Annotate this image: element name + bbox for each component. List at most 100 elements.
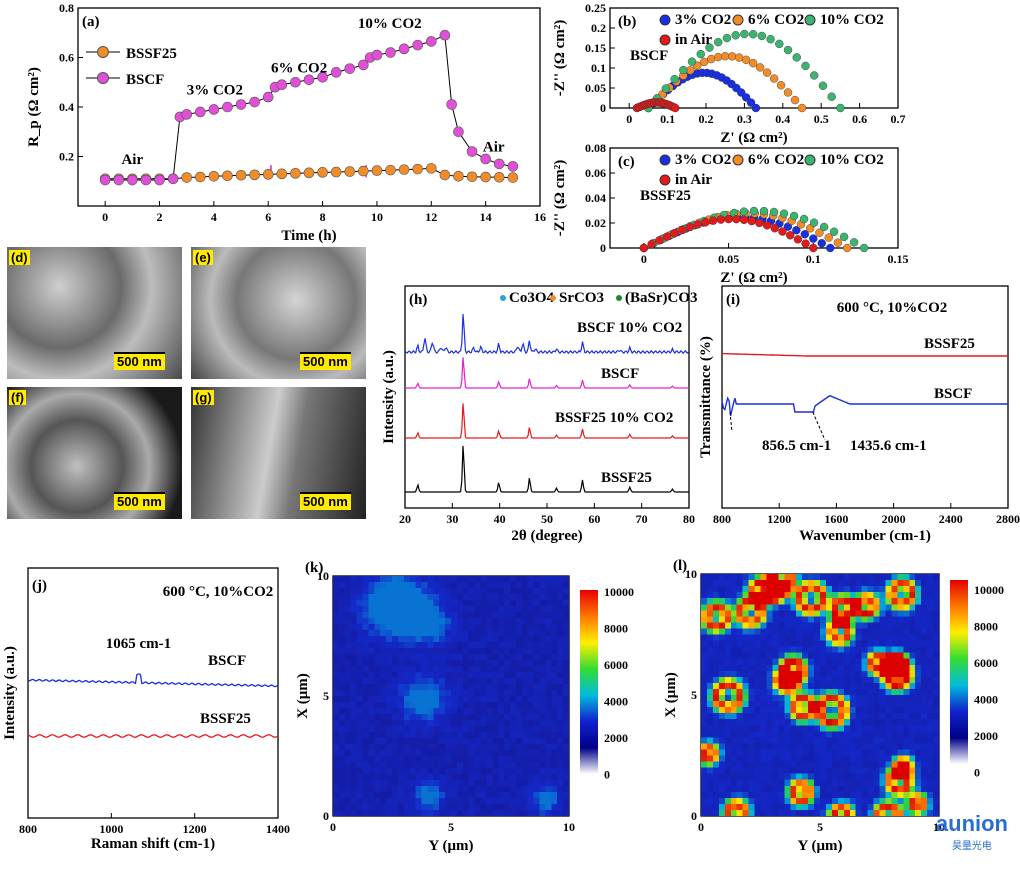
panel-b-x-tick-label: 0.6	[852, 112, 867, 126]
series-in Air-point	[678, 225, 687, 235]
panel-c-xlabel: Z' (Ω cm²)	[720, 270, 787, 286]
series-in Air-point	[724, 214, 733, 224]
legend-marker	[659, 14, 671, 26]
colorbar-tick: 10000	[974, 583, 1004, 597]
series-10% CO2-point	[775, 39, 784, 49]
panel-l-y-tick-label: 0	[691, 809, 697, 823]
series-BSCF-point	[398, 43, 410, 55]
series-in Air-point	[785, 231, 795, 240]
series-in Air-point	[662, 232, 672, 241]
panel-b-y-tick-label: 0	[600, 101, 606, 115]
series-6% CO2-point	[833, 238, 843, 247]
panel-j-x-tick-label: 1200	[183, 822, 207, 836]
series-in Air-point	[747, 216, 756, 226]
panel-i-frame	[721, 285, 1009, 509]
series-in Air-point	[685, 222, 695, 232]
panel-i-x-tick-label: 1600	[824, 512, 848, 526]
series-BSSF25-point	[208, 171, 220, 182]
series-3% CO2-point	[783, 222, 793, 231]
panel-j-frame	[27, 567, 279, 819]
legend-label: 3% CO2	[675, 12, 731, 28]
peak-marker	[812, 411, 826, 441]
ftir-trace-bssf25	[722, 352, 1008, 357]
series-10% CO2-point	[849, 238, 859, 247]
series-BSCF-point	[371, 49, 383, 61]
series-6% CO2-point	[707, 54, 716, 64]
panel-l-x-tick-label: 5	[817, 820, 823, 834]
series-BSSF25-point	[507, 172, 519, 183]
colorbar-k	[580, 590, 598, 774]
series-10% CO2-point	[799, 214, 809, 224]
panel-h-x-tick-label: 70	[636, 512, 648, 526]
series-BSSF25-point	[412, 163, 424, 175]
series-10% CO2-point	[839, 232, 849, 242]
series-6% CO2-point	[776, 81, 786, 90]
legend-marker	[659, 174, 671, 186]
series-BSCF-point	[276, 79, 288, 91]
panel-b-xlabel: Z' (Ω cm²)	[720, 130, 787, 146]
panel-b-y-tick-label: 0.2	[591, 21, 606, 35]
series-10% CO2-point	[789, 211, 799, 221]
series-3% CO2-point	[741, 93, 751, 102]
raman-map-k	[333, 576, 569, 816]
series-BSCF-point	[507, 161, 519, 172]
series-10% CO2-point	[749, 206, 759, 216]
series-in Air-point	[647, 239, 656, 249]
panel-a-y-tick-label: 0.4	[59, 100, 74, 114]
scale-bar-f: 500 nm	[114, 492, 165, 510]
panel-j-ylabel: Intensity (a.u.)	[2, 646, 18, 740]
panel-l-xlabel: Y (μm)	[797, 838, 842, 854]
panel-b-x-tick-label: 0.7	[891, 112, 906, 126]
xrd-trace-label: BSCF 10% CO2	[577, 320, 682, 336]
panel-a-y-tick-label: 0.6	[59, 51, 74, 65]
series-BSCF-point	[453, 126, 464, 138]
series-10% CO2-point	[801, 61, 810, 71]
series-10% CO2-point	[696, 49, 705, 59]
panel-i-condition: 600 °C, 10%CO2	[837, 300, 948, 316]
series-10% CO2-point	[757, 31, 767, 41]
peak-label: 856.5 cm-1	[762, 438, 831, 454]
series-BSSF25-point	[194, 171, 206, 183]
series-10% CO2-point	[661, 84, 671, 93]
colorbar-tick: 2000	[604, 731, 628, 745]
legend-label: 6% CO2	[748, 12, 804, 28]
series-6% CO2-point	[790, 95, 800, 105]
panel-l-label: (l)	[673, 558, 687, 574]
colorbar-tick: 0	[974, 766, 980, 780]
panel-i-x-tick-label: 2800	[996, 512, 1020, 526]
panel-k-label: (k)	[305, 560, 323, 576]
series-BSCF-point	[99, 174, 111, 186]
panel-a-label: (a)	[82, 14, 100, 30]
panel-h-x-tick-label: 60	[588, 512, 600, 526]
peak-marker	[729, 411, 733, 433]
panel-b-y-tick-label: 0.15	[585, 41, 606, 55]
series-3% CO2-point	[792, 226, 801, 235]
panel-k-y-tick-label: 0	[323, 809, 329, 823]
series-BSCF-point	[208, 104, 220, 115]
colorbar-tick: 8000	[974, 620, 998, 634]
series-in Air-point	[670, 228, 679, 238]
panel-a-x-tick-label: 2	[157, 210, 163, 224]
colorbar-tick: 4000	[604, 695, 628, 709]
panel-a-x-tick-label: 4	[211, 210, 217, 224]
series-6% CO2-point	[714, 52, 723, 62]
mapK-pixels	[333, 576, 569, 816]
series-BSSF25-point	[371, 165, 383, 176]
series-BSSF25-point	[344, 166, 356, 177]
series-6% CO2-point	[755, 63, 765, 72]
series-10% CO2-point	[859, 243, 869, 253]
series-BSCF-point	[222, 101, 233, 113]
panel-l-ylabel: X (μm)	[663, 672, 679, 718]
legend-label: BSSF25	[126, 46, 177, 62]
series-BSSF25-point	[262, 169, 274, 180]
panel-h-label: (h)	[409, 292, 427, 308]
panel-h-x-tick-label: 50	[541, 512, 553, 526]
panel-label-d: (d)	[9, 250, 30, 265]
legend-label: 10% CO2	[820, 152, 884, 168]
series-BSCF-point	[425, 36, 437, 47]
series-BSSF25-point	[330, 166, 342, 178]
series-BSCF-point	[154, 174, 165, 186]
panel-i-xlabel: Wavenumber (cm-1)	[799, 528, 931, 544]
panel-l-y-tick-label: 10	[685, 567, 697, 581]
legend-marker	[804, 14, 816, 26]
